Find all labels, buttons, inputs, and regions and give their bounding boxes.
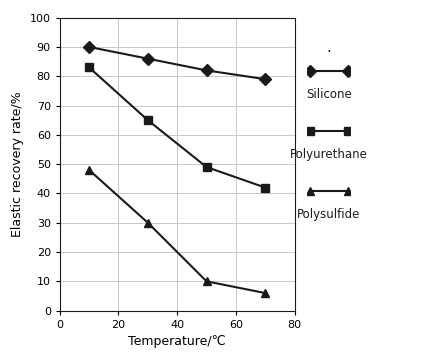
Text: ·: · [325, 45, 331, 60]
Text: Polysulfide: Polysulfide [296, 208, 360, 221]
X-axis label: Temperature/℃: Temperature/℃ [128, 335, 225, 348]
Text: Silicone: Silicone [305, 88, 351, 101]
Text: Polyurethane: Polyurethane [289, 148, 367, 161]
Y-axis label: Elastic recovery rate/%: Elastic recovery rate/% [11, 91, 24, 237]
